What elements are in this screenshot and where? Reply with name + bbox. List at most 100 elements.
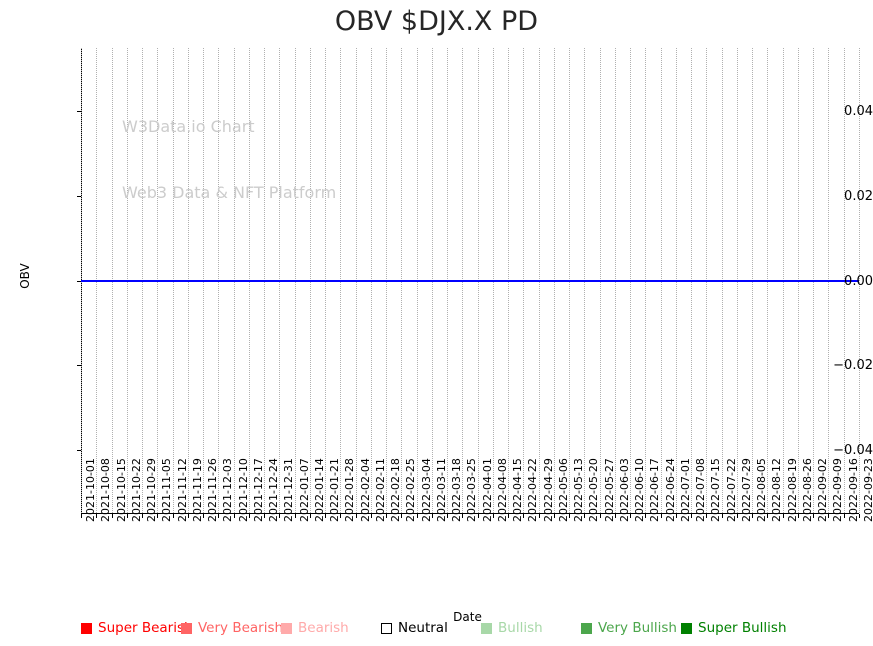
page-title: OBV $DJX.X PD [334,6,539,37]
x-tick-mark [783,514,784,518]
x-tick-label: 2022-03-25 [465,458,478,522]
x-tick-label: 2022-04-15 [511,458,524,522]
x-tick-mark [310,514,311,518]
x-tick-label: 2022-07-08 [694,458,707,522]
x-tick-label: 2022-08-26 [801,458,814,522]
x-tick-label: 2022-02-04 [359,458,372,522]
x-tick-label: 2022-06-17 [648,458,661,522]
x-tick-mark [508,514,509,518]
x-tick-label: 2021-10-29 [145,458,158,522]
x-tick-label: 2021-10-08 [99,458,112,522]
x-tick-label: 2022-01-21 [328,458,341,522]
legend-swatch-icon [681,622,692,634]
legend-swatch-icon [481,622,492,634]
x-tick-label: 2022-09-16 [847,458,860,522]
y-tick-mark [77,111,81,112]
x-tick-label: 2022-03-11 [435,458,448,522]
legend-item[interactable]: Very Bullish [581,620,677,636]
x-tick-mark [691,514,692,518]
x-tick-label: 2021-10-01 [84,458,97,522]
x-tick-mark [462,514,463,518]
x-tick-label: 2022-09-23 [862,458,873,522]
x-tick-label: 2022-04-08 [496,458,509,522]
legend-swatch-icon [281,622,292,634]
y-tick-mark [77,450,81,451]
x-tick-label: 2022-03-04 [420,458,433,522]
x-tick-mark [859,514,860,518]
x-tick-mark [676,514,677,518]
x-tick-label: 2021-10-15 [115,458,128,522]
x-tick-label: 2022-04-22 [526,458,539,522]
x-tick-label: 2022-07-22 [725,458,738,522]
x-tick-label: 2022-08-19 [786,458,799,522]
x-tick-mark [523,514,524,518]
x-tick-label: 2022-03-18 [450,458,463,522]
x-tick-label: 2022-05-13 [572,458,585,522]
y-tick-label: 0.00 [844,274,873,289]
x-tick-label: 2022-04-01 [481,458,494,522]
y-tick-mark [77,196,81,197]
x-tick-mark [600,514,601,518]
x-tick-mark [478,514,479,518]
x-tick-label: 2022-09-09 [831,458,844,522]
x-tick-mark [218,514,219,518]
x-tick-label: 2022-08-05 [755,458,768,522]
y-tick-label: −0.02 [833,358,873,373]
x-tick-mark [386,514,387,518]
x-tick-mark [127,514,128,518]
legend-item[interactable]: Super Bullish [681,620,787,636]
x-tick-label: 2021-11-12 [176,458,189,522]
legend-label: Super Bullish [698,620,787,636]
x-tick-label: 2022-05-27 [603,458,616,522]
legend-label: Very Bullish [598,620,677,636]
obv-series-line [81,279,859,282]
x-tick-label: 2022-02-25 [404,458,417,522]
x-tick-label: 2022-08-12 [770,458,783,522]
legend-label: Super Bearish [98,620,193,636]
legend-label: Bullish [498,620,543,636]
x-tick-label: 2021-10-22 [130,458,143,522]
x-tick-mark [249,514,250,518]
x-tick-mark [325,514,326,518]
legend-item[interactable]: Neutral [381,620,448,636]
x-tick-mark [96,514,97,518]
x-tick-label: 2022-02-18 [389,458,402,522]
legend-item[interactable]: Bullish [481,620,543,636]
legend-item[interactable]: Bearish [281,620,349,636]
x-tick-mark [188,514,189,518]
x-tick-label: 2022-06-10 [633,458,646,522]
x-tick-mark [447,514,448,518]
x-tick-label: 2022-06-03 [618,458,631,522]
x-tick-mark [752,514,753,518]
legend-label: Very Bearish [198,620,284,636]
x-tick-mark [234,514,235,518]
legend-label: Bearish [298,620,349,636]
x-tick-label: 2022-01-14 [313,458,326,522]
gridline-vertical [859,48,860,513]
x-tick-mark [737,514,738,518]
x-tick-mark [767,514,768,518]
y-tick-label: 0.04 [844,104,873,119]
x-tick-mark [371,514,372,518]
x-tick-label: 2022-06-24 [664,458,677,522]
legend-item[interactable]: Very Bearish [181,620,283,636]
x-tick-label: 2022-09-02 [816,458,829,522]
x-tick-mark [356,514,357,518]
x-tick-mark [569,514,570,518]
x-tick-mark [173,514,174,518]
y-tick-mark [77,365,81,366]
x-tick-mark [615,514,616,518]
x-tick-label: 2022-07-15 [709,458,722,522]
x-tick-mark [539,514,540,518]
x-tick-label: 2021-11-05 [160,458,173,522]
x-tick-mark [645,514,646,518]
x-tick-mark [340,514,341,518]
x-tick-mark [295,514,296,518]
legend-item[interactable]: Super Bearish [81,620,193,636]
x-tick-mark [432,514,433,518]
x-tick-mark [112,514,113,518]
y-axis-label: OBV [18,263,32,289]
x-tick-label: 2022-01-07 [298,458,311,522]
x-tick-mark [661,514,662,518]
x-axis-label: Date [453,610,482,624]
